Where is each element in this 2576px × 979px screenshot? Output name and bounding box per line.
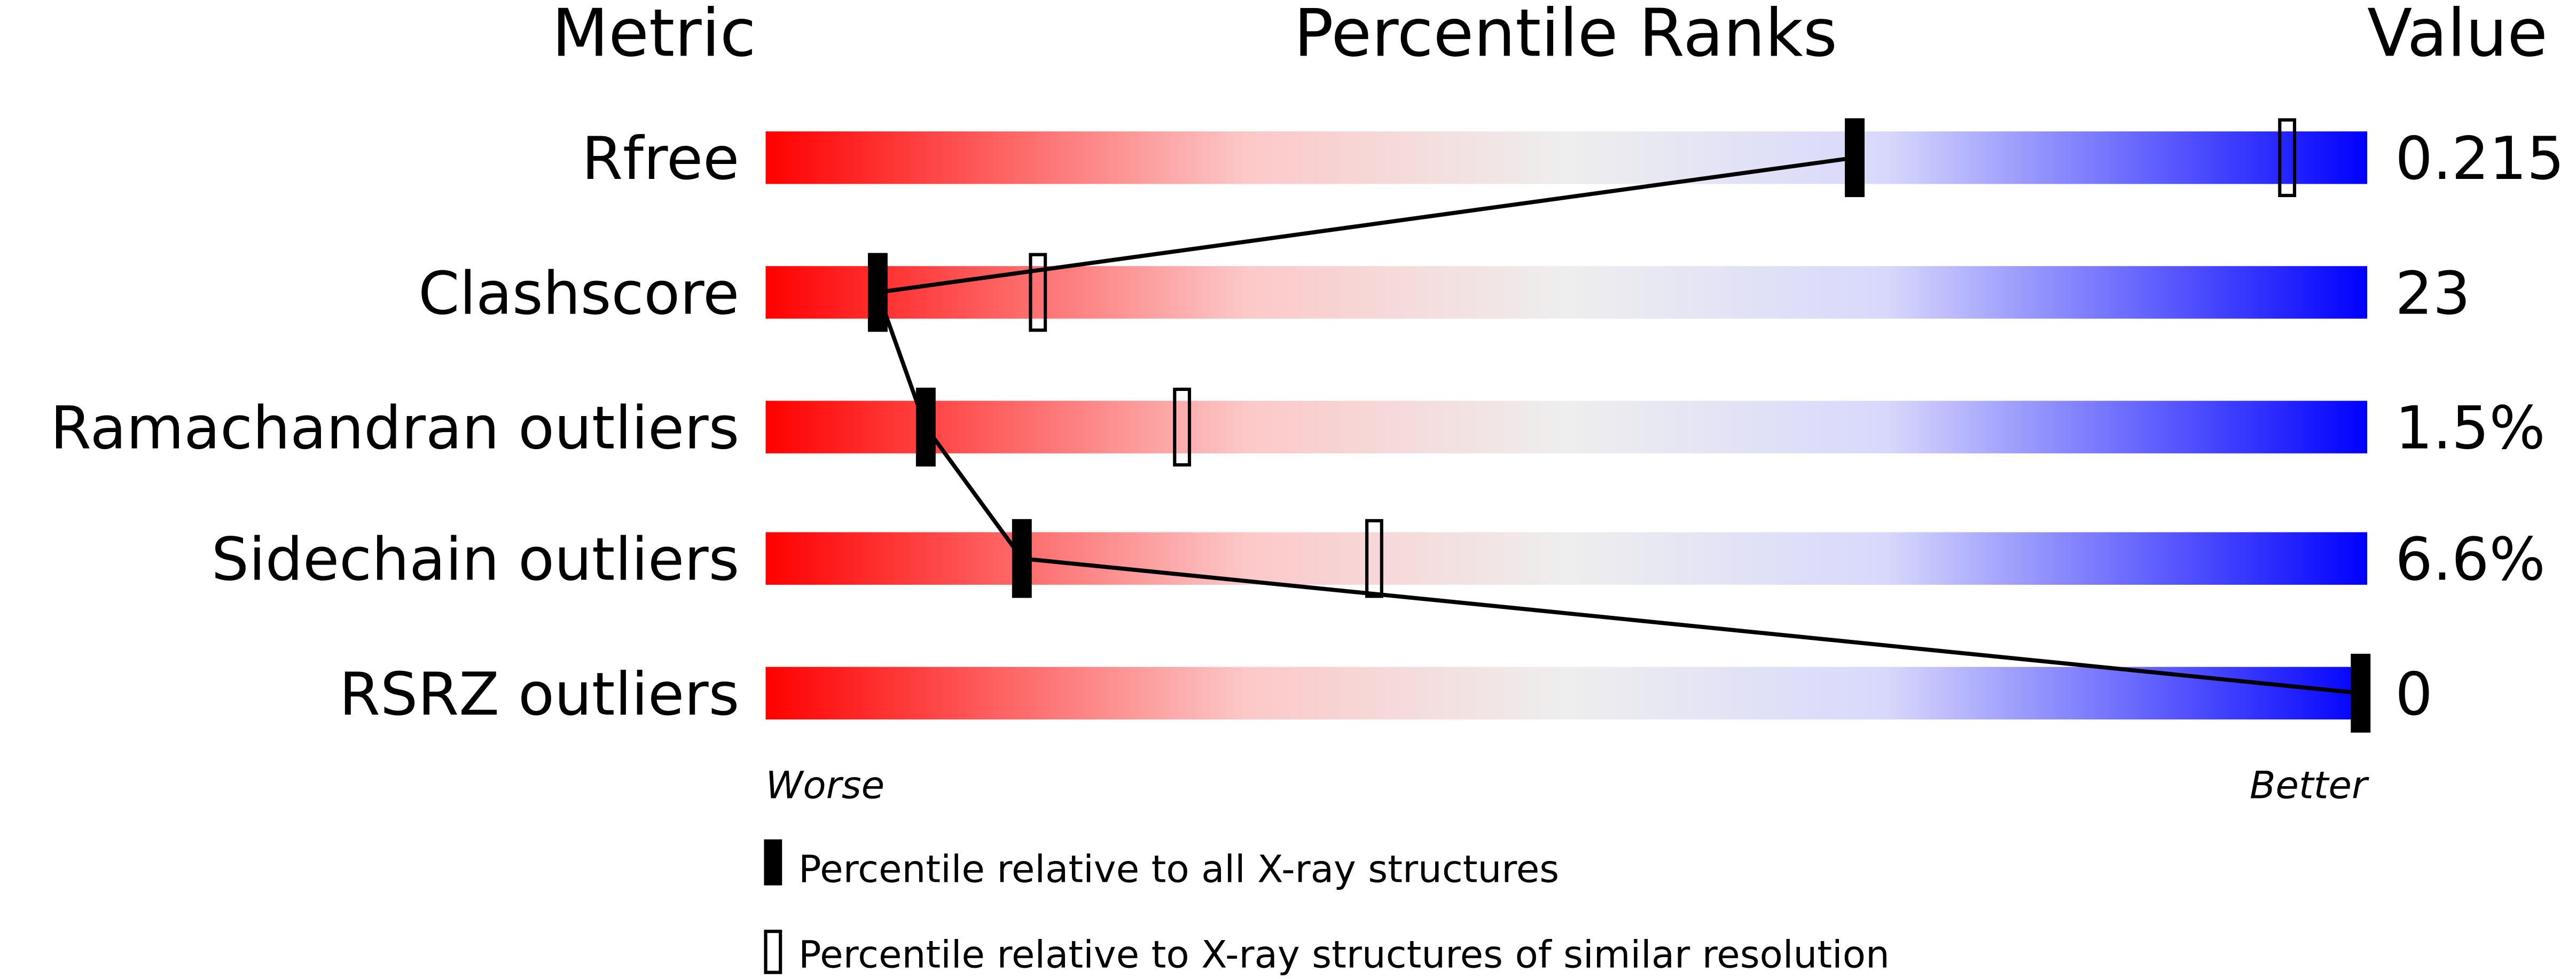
all-structures-marker: [1845, 118, 1865, 198]
metric-value: 23: [2395, 259, 2470, 328]
metric-value: 6.6%: [2395, 526, 2545, 594]
similar-resolution-marker: [1029, 253, 1047, 332]
header-value: Value: [2367, 0, 2548, 72]
legend-all-label: Percentile relative to all X-ray structu…: [798, 847, 1559, 891]
metric-value: 0: [2395, 660, 2432, 729]
percentile-bar: [765, 667, 2368, 720]
metric-label: Clashscore: [418, 259, 739, 328]
all-structures-marker: [915, 387, 936, 467]
header-percentile-ranks: Percentile Ranks: [1294, 0, 1837, 72]
header-metric: Metric: [552, 0, 756, 72]
percentile-bar: [765, 401, 2368, 453]
legend-open-marker: [764, 929, 782, 974]
percentile-bar: [765, 266, 2368, 319]
axis-better-label: Better: [2250, 763, 2369, 808]
metric-label: Rfree: [582, 124, 739, 193]
metric-label: RSRZ outliers: [339, 660, 739, 729]
all-structures-marker: [867, 253, 888, 332]
metric-label: Sidechain outliers: [212, 526, 740, 594]
axis-worse-label: Worse: [765, 763, 884, 808]
metric-value: 0.215: [2395, 124, 2564, 193]
legend-similar-label: Percentile relative to X-ray structures …: [798, 932, 1890, 976]
similar-resolution-marker: [1365, 519, 1383, 598]
all-structures-marker: [1012, 519, 1032, 598]
similar-resolution-marker: [1173, 387, 1192, 467]
legend-filled-marker: [764, 839, 782, 886]
all-structures-marker: [2351, 654, 2371, 733]
similar-resolution-marker: [2278, 118, 2297, 198]
percentile-bar: [765, 131, 2368, 184]
percentile-bar: [765, 532, 2368, 585]
metric-label: Ramachandran outliers: [50, 394, 739, 463]
metric-value: 1.5%: [2395, 394, 2545, 463]
